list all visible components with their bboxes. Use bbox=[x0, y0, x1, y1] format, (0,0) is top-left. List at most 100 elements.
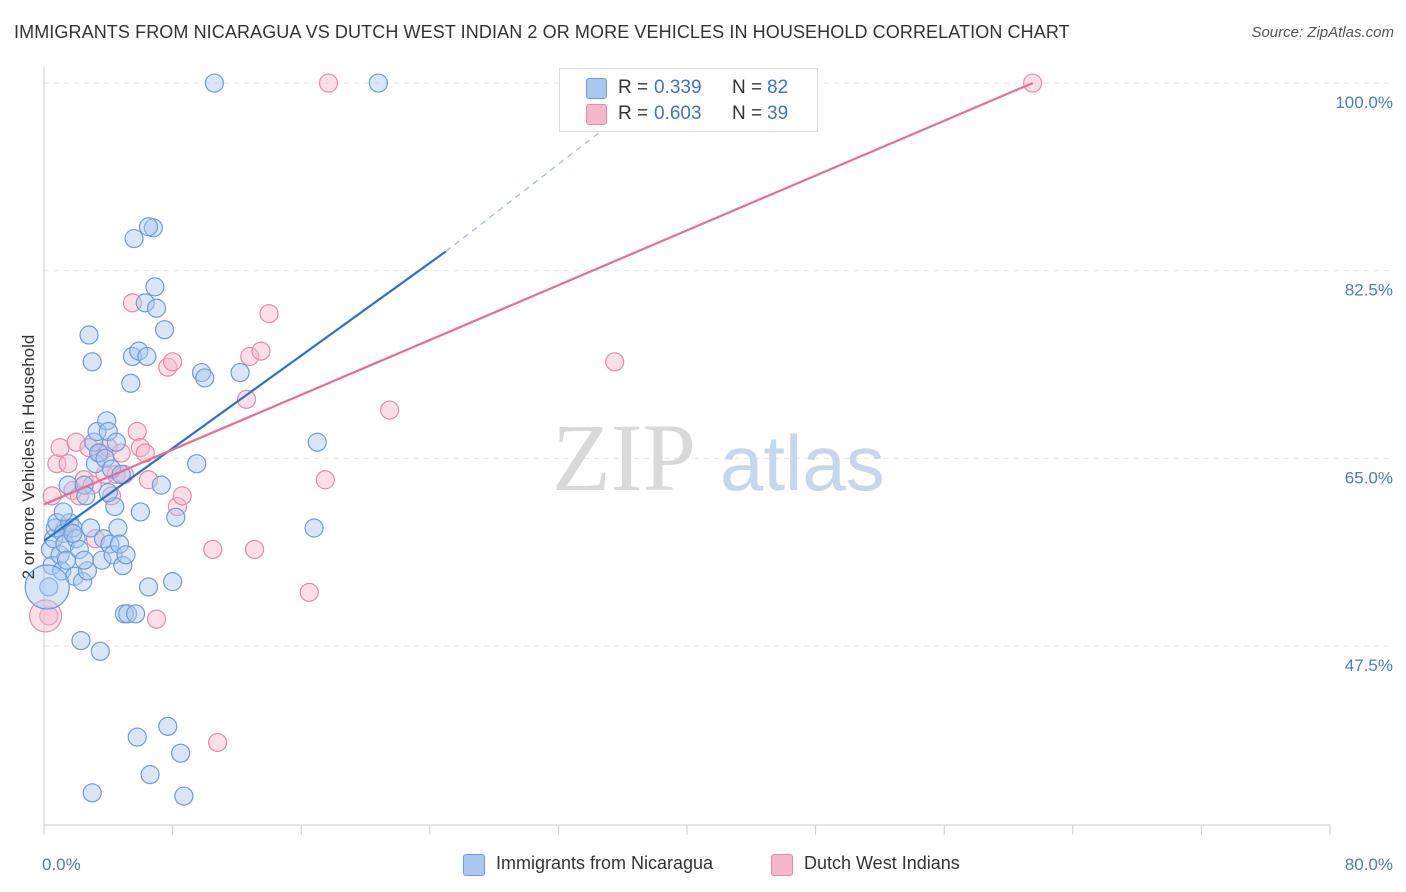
data-point bbox=[171, 743, 191, 763]
trend-lines bbox=[43, 82, 1034, 542]
trend-line-nicaragua-extrapolated bbox=[445, 120, 616, 252]
data-point bbox=[146, 298, 167, 318]
legend-r-label: R = bbox=[618, 103, 649, 124]
data-point bbox=[47, 454, 67, 474]
data-point bbox=[299, 582, 319, 602]
data-point bbox=[127, 421, 147, 442]
tick-labels: 47.5% 65.0% 82.5% 100.0% 0.0% 80.0% bbox=[42, 93, 1393, 874]
data-point bbox=[55, 534, 75, 554]
data-point bbox=[40, 539, 61, 560]
y-tick-label: 82.5% bbox=[1345, 281, 1393, 300]
data-point bbox=[117, 604, 138, 624]
data-point bbox=[244, 539, 265, 560]
data-point bbox=[39, 606, 59, 626]
y-axis-label: 2 or more Vehicles in Household bbox=[19, 335, 38, 580]
data-point bbox=[87, 421, 107, 442]
data-point bbox=[126, 604, 146, 624]
data-point bbox=[166, 507, 186, 527]
data-point-large bbox=[24, 564, 70, 610]
data-point bbox=[66, 529, 86, 549]
legend-n-label: N = bbox=[732, 103, 763, 124]
data-point bbox=[140, 765, 160, 785]
data-point bbox=[172, 486, 192, 506]
data-point bbox=[100, 534, 120, 554]
bottom-legend-label: Immigrants from Nicaragua bbox=[496, 853, 714, 873]
data-point bbox=[135, 293, 155, 313]
data-point bbox=[174, 786, 194, 806]
bottom-legend-swatch-blue bbox=[463, 854, 485, 876]
data-point bbox=[230, 362, 250, 383]
data-point bbox=[81, 518, 101, 538]
watermark: ZIP atlas bbox=[552, 404, 885, 511]
legend-n-value: 82 bbox=[767, 77, 789, 98]
data-point bbox=[108, 518, 128, 538]
data-point bbox=[127, 727, 147, 747]
data-point bbox=[208, 732, 228, 753]
data-point bbox=[84, 432, 104, 452]
legend-swatch-pink bbox=[586, 104, 607, 125]
chart-title: IMMIGRANTS FROM NICARAGUA VS DUTCH WEST … bbox=[14, 22, 1070, 42]
source-label: Source: ZipAtlas.com bbox=[1251, 24, 1394, 41]
legend-swatch-blue bbox=[586, 78, 607, 99]
data-point bbox=[85, 529, 106, 549]
data-point bbox=[315, 470, 335, 490]
data-point bbox=[368, 73, 388, 93]
data-point bbox=[89, 443, 109, 463]
data-point bbox=[259, 303, 279, 324]
data-point bbox=[380, 400, 400, 420]
trend-line-dutch-west-indians bbox=[43, 82, 1034, 506]
data-point bbox=[71, 630, 91, 651]
trend-line-nicaragua bbox=[43, 250, 447, 542]
watermark-zip: ZIP bbox=[552, 404, 696, 511]
data-point bbox=[50, 438, 70, 458]
data-point bbox=[90, 641, 110, 661]
data-point bbox=[109, 534, 130, 554]
data-point bbox=[605, 352, 625, 372]
data-point bbox=[106, 432, 126, 452]
data-point bbox=[113, 555, 133, 576]
data-point bbox=[318, 73, 339, 93]
data-point bbox=[63, 523, 83, 543]
data-point bbox=[163, 352, 183, 372]
data-point bbox=[137, 346, 157, 367]
data-point bbox=[191, 362, 212, 383]
data-point bbox=[53, 502, 73, 522]
data-point bbox=[130, 502, 151, 522]
legend-r-value: 0.603 bbox=[654, 103, 702, 124]
data-point bbox=[151, 475, 171, 495]
correlation-legend: R = 0.339 N = 82 R = 0.603 N = 39 bbox=[559, 68, 818, 132]
data-point bbox=[121, 373, 141, 393]
data-point bbox=[116, 545, 136, 565]
data-point bbox=[236, 389, 257, 409]
data-point bbox=[72, 572, 93, 592]
data-point bbox=[82, 352, 102, 372]
data-point bbox=[240, 346, 260, 367]
data-point bbox=[39, 577, 59, 597]
data-point bbox=[187, 454, 207, 474]
data-point bbox=[145, 277, 165, 297]
data-point bbox=[82, 475, 102, 495]
data-point bbox=[58, 454, 78, 474]
data-point bbox=[163, 572, 183, 592]
data-point bbox=[138, 470, 159, 490]
data-point bbox=[154, 320, 175, 340]
data-point bbox=[304, 518, 324, 538]
legend-r-label: R = bbox=[618, 77, 649, 98]
x-tick-label: 0.0% bbox=[42, 855, 81, 874]
grid-lines bbox=[44, 82, 1394, 647]
data-point bbox=[138, 577, 159, 597]
data-point bbox=[82, 783, 102, 803]
legend-n-label: N = bbox=[732, 77, 763, 98]
data-point bbox=[98, 421, 118, 442]
x-tick-label: 80.0% bbox=[1345, 855, 1393, 874]
data-point bbox=[95, 448, 115, 468]
data-point bbox=[101, 486, 122, 506]
data-point bbox=[42, 486, 62, 506]
data-point bbox=[158, 716, 178, 736]
data-point bbox=[204, 73, 224, 93]
legend-r-value: 0.339 bbox=[654, 77, 702, 98]
data-point bbox=[195, 368, 215, 388]
y-tick-label: 47.5% bbox=[1345, 656, 1393, 675]
axes bbox=[43, 67, 1331, 835]
